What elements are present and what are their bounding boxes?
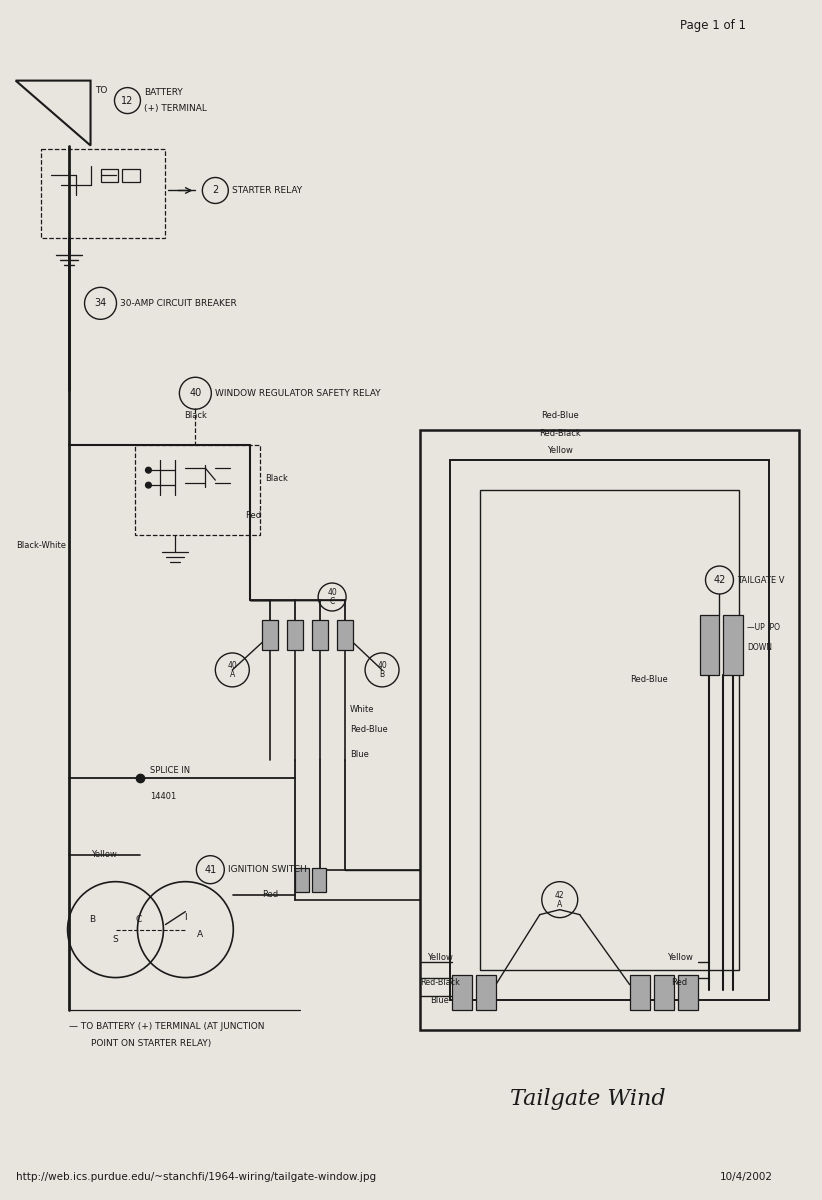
Text: White: White bbox=[350, 706, 375, 714]
Text: A: A bbox=[197, 930, 203, 940]
Text: 40
C: 40 C bbox=[327, 588, 337, 606]
Text: 30-AMP CIRCUIT BREAKER: 30-AMP CIRCUIT BREAKER bbox=[121, 299, 238, 308]
FancyBboxPatch shape bbox=[295, 868, 309, 892]
Text: TO: TO bbox=[95, 86, 108, 95]
Text: Yellow: Yellow bbox=[547, 446, 573, 455]
Circle shape bbox=[145, 482, 151, 488]
Text: Red-Blue: Red-Blue bbox=[541, 412, 579, 420]
Text: Blue: Blue bbox=[350, 750, 369, 760]
Text: 40
A: 40 A bbox=[228, 661, 238, 679]
FancyBboxPatch shape bbox=[312, 620, 328, 650]
Text: STARTER RELAY: STARTER RELAY bbox=[233, 186, 302, 194]
Text: Yellow: Yellow bbox=[90, 851, 117, 859]
Text: Page 1 of 1: Page 1 of 1 bbox=[680, 19, 746, 31]
Text: Red-Black: Red-Black bbox=[539, 430, 580, 438]
FancyBboxPatch shape bbox=[262, 620, 278, 650]
Text: POINT ON STARTER RELAY): POINT ON STARTER RELAY) bbox=[90, 1039, 210, 1049]
FancyBboxPatch shape bbox=[677, 974, 698, 1009]
FancyBboxPatch shape bbox=[287, 620, 303, 650]
Text: Blue: Blue bbox=[431, 996, 450, 1004]
Text: http://web.ics.purdue.edu/~stanchfi/1964-wiring/tailgate-window.jpg: http://web.ics.purdue.edu/~stanchfi/1964… bbox=[16, 1172, 376, 1182]
Text: 40
B: 40 B bbox=[377, 661, 387, 679]
Text: 41: 41 bbox=[204, 865, 216, 875]
Text: 34: 34 bbox=[95, 299, 107, 308]
FancyBboxPatch shape bbox=[700, 614, 719, 674]
Text: Red-Blue: Red-Blue bbox=[630, 676, 667, 684]
Text: 42
A: 42 A bbox=[555, 890, 565, 908]
FancyBboxPatch shape bbox=[630, 974, 649, 1009]
Text: 10/4/2002: 10/4/2002 bbox=[719, 1172, 773, 1182]
Text: (+) TERMINAL: (+) TERMINAL bbox=[145, 104, 207, 113]
Text: B: B bbox=[90, 916, 95, 924]
Text: WINDOW REGULATOR SAFETY RELAY: WINDOW REGULATOR SAFETY RELAY bbox=[215, 389, 381, 397]
Text: Black: Black bbox=[184, 410, 207, 420]
Text: 12: 12 bbox=[122, 96, 134, 106]
Text: Tailgate Wind: Tailgate Wind bbox=[510, 1088, 666, 1110]
Text: — TO BATTERY (+) TERMINAL (AT JUNCTION: — TO BATTERY (+) TERMINAL (AT JUNCTION bbox=[68, 1021, 264, 1031]
FancyBboxPatch shape bbox=[723, 614, 743, 674]
Text: DOWN: DOWN bbox=[747, 643, 773, 653]
Text: 42: 42 bbox=[713, 575, 726, 586]
Text: Red-Blue: Red-Blue bbox=[350, 725, 388, 734]
Text: BATTERY: BATTERY bbox=[145, 88, 183, 97]
Circle shape bbox=[145, 467, 151, 473]
Text: IGNITION SWITCH: IGNITION SWITCH bbox=[229, 865, 307, 874]
Text: C: C bbox=[136, 916, 141, 924]
Text: Yellow: Yellow bbox=[427, 953, 453, 961]
Text: TAILGATE V: TAILGATE V bbox=[737, 576, 785, 584]
Text: —UP  PO: —UP PO bbox=[747, 624, 780, 632]
Text: S: S bbox=[113, 935, 118, 944]
Text: Red: Red bbox=[245, 510, 261, 520]
Text: Yellow: Yellow bbox=[667, 953, 692, 961]
FancyBboxPatch shape bbox=[653, 974, 673, 1009]
FancyBboxPatch shape bbox=[312, 868, 326, 892]
Text: 2: 2 bbox=[212, 186, 219, 196]
FancyBboxPatch shape bbox=[476, 974, 496, 1009]
Text: Black: Black bbox=[266, 474, 289, 482]
Text: Red-Black: Red-Black bbox=[420, 978, 459, 986]
Text: Red: Red bbox=[262, 890, 279, 899]
Text: Black-White: Black-White bbox=[16, 540, 66, 550]
Text: I: I bbox=[184, 913, 187, 922]
Text: 40: 40 bbox=[189, 389, 201, 398]
Text: SPLICE IN: SPLICE IN bbox=[150, 766, 191, 775]
FancyBboxPatch shape bbox=[452, 974, 472, 1009]
Text: 14401: 14401 bbox=[150, 792, 177, 800]
Text: Red: Red bbox=[672, 978, 688, 986]
FancyBboxPatch shape bbox=[337, 620, 353, 650]
